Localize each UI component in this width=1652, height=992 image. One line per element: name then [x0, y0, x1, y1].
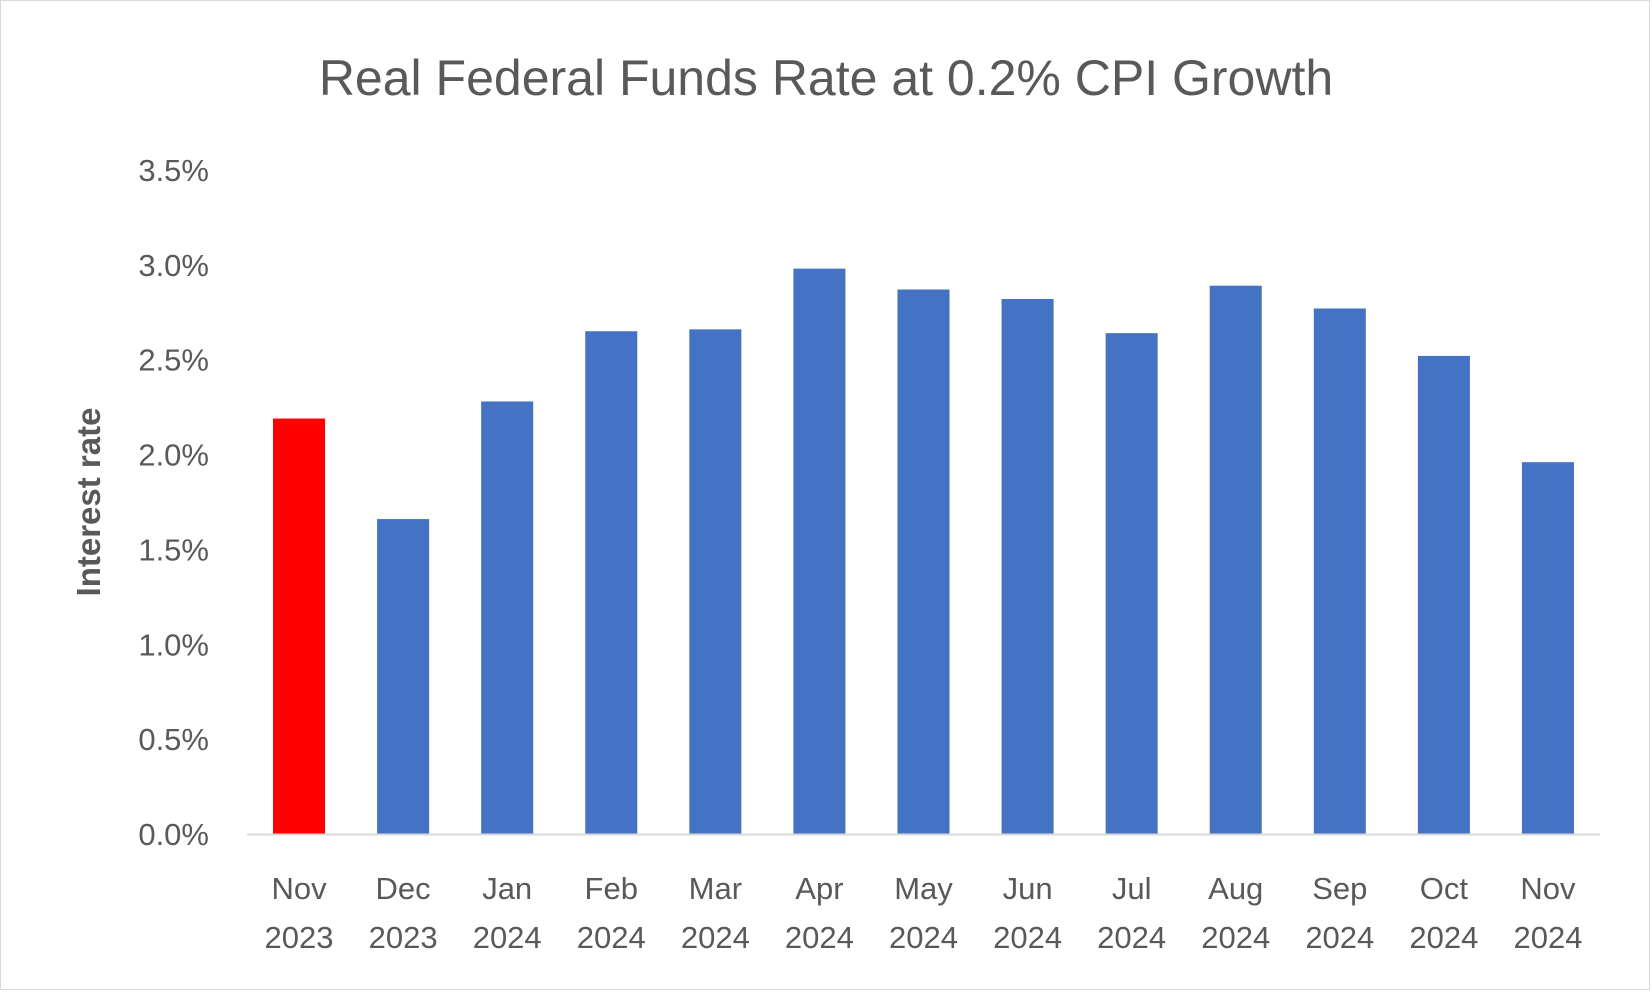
y-tick-label: 2.5% — [138, 343, 209, 378]
x-tick-labels-layer: Nov 2023 Dec 2023 Jan 2024 Feb 2024 Mar 2024 Apr 20… — [265, 871, 1583, 955]
x-tick-label: Mar 2024 — [681, 871, 750, 955]
bar-feb-2024 — [585, 331, 638, 834]
x-tick-label: Oct 2024 — [1409, 871, 1478, 955]
y-tick-label: 3.0% — [138, 248, 209, 283]
bar-may-2024 — [897, 289, 950, 834]
bar-dec-2023 — [377, 519, 430, 834]
x-tick-label: Jan 2024 — [473, 871, 542, 955]
x-tick-label: May 2024 — [889, 871, 958, 955]
bar-mar-2024 — [689, 329, 742, 834]
y-ticks-layer: 0.0% 0.5% 1.0% 1.5% 2.0% 2.5% 3.0% 3.5% — [138, 153, 209, 852]
x-tick-label: Feb 2024 — [577, 871, 646, 955]
y-tick-label: 0.0% — [138, 817, 209, 852]
x-tick-label: Nov 2023 — [265, 871, 334, 955]
y-tick-label: 2.0% — [138, 438, 209, 473]
x-tick-label: Dec 2023 — [369, 871, 438, 955]
x-tick-label: Jul 2024 — [1097, 871, 1166, 955]
bar-nov-2023 — [273, 418, 326, 834]
y-tick-label: 0.5% — [138, 722, 209, 757]
y-axis-label: Interest rate — [70, 408, 107, 597]
bar-oct-2024 — [1417, 355, 1470, 834]
bars-layer — [273, 268, 1574, 835]
x-tick-label: Jun 2024 — [993, 871, 1062, 955]
x-tick-label: Nov 2024 — [1513, 871, 1582, 955]
bar-aug-2024 — [1209, 285, 1262, 835]
bar-jun-2024 — [1001, 299, 1054, 834]
x-tick-label: Apr 2024 — [785, 871, 854, 955]
bar-nov-2024 — [1521, 462, 1574, 834]
bar-sep-2024 — [1313, 308, 1366, 834]
x-tick-label: Aug 2024 — [1201, 871, 1270, 955]
bar-apr-2024 — [793, 268, 846, 834]
x-tick-label: Sep 2024 — [1305, 871, 1374, 955]
y-tick-label: 1.5% — [138, 532, 209, 567]
bar-jan-2024 — [481, 401, 534, 834]
chart-title: Real Federal Funds Rate at 0.2% CPI Grow… — [319, 50, 1333, 106]
y-tick-label: 1.0% — [138, 627, 209, 662]
y-tick-label: 3.5% — [138, 153, 209, 188]
bar-jul-2024 — [1105, 333, 1158, 834]
